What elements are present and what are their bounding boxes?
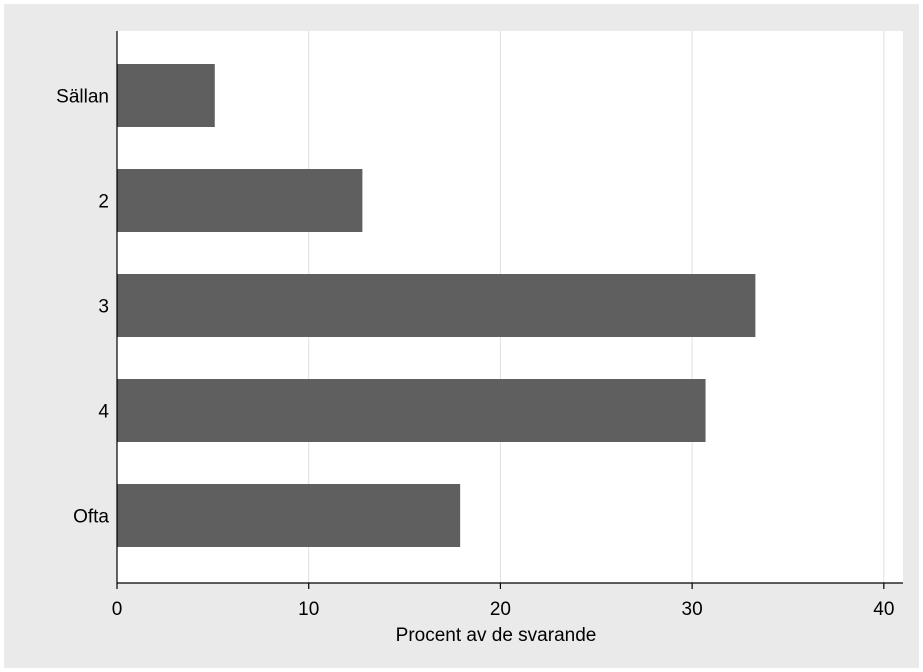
category-label-1: Sällan [56,87,109,108]
x-axis-ticks: 0 10 20 30 40 [112,583,894,620]
bar-4 [117,379,706,442]
bar-3 [117,274,756,337]
category-label-4: 4 [98,402,109,423]
x-tick-label-40: 40 [873,599,894,620]
x-tick-label-0: 0 [112,599,123,620]
y-axis-categories: Sällan 2 3 4 Ofta [56,87,109,528]
x-tick-label-30: 30 [682,599,703,620]
x-tick-label-20: 20 [490,599,511,620]
bar-5 [117,484,461,547]
x-axis-title: Procent av de svarande [396,625,597,646]
x-tick-label-10: 10 [298,599,319,620]
bar-1 [117,64,215,127]
category-label-5: Ofta [73,507,109,528]
bar-2 [117,169,363,232]
bars [117,64,756,547]
category-label-2: 2 [98,192,109,213]
category-label-3: 3 [98,297,109,318]
